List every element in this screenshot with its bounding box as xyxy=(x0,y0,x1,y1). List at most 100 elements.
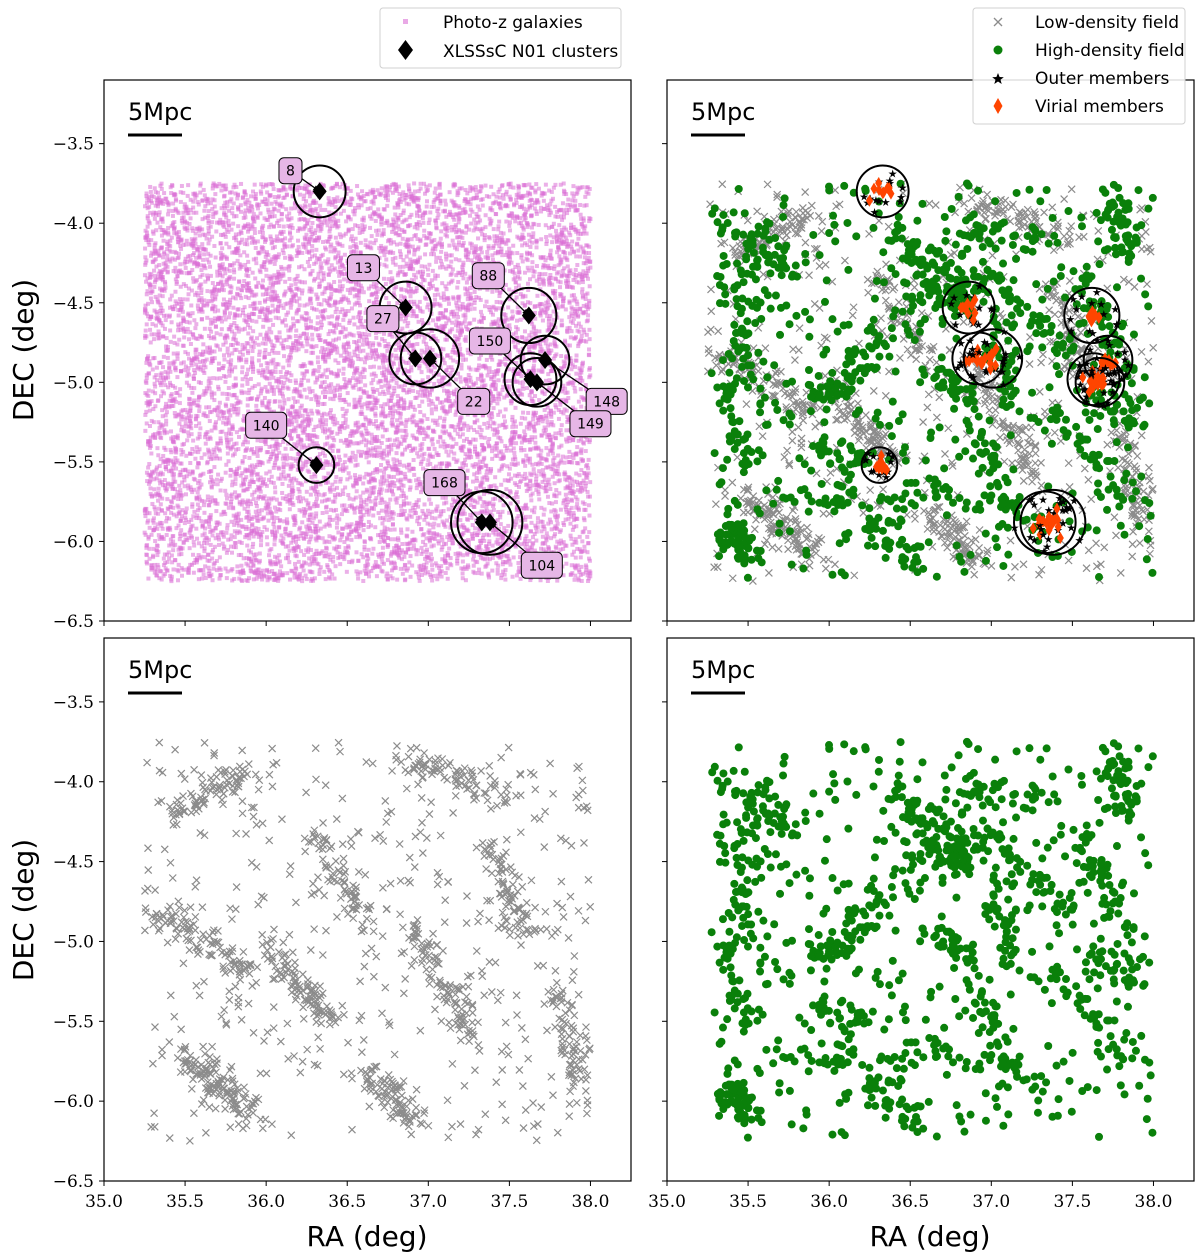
photoz-galaxy-point xyxy=(302,552,307,557)
photoz-galaxy-point xyxy=(552,267,557,272)
photoz-galaxy-point xyxy=(373,406,378,411)
photoz-galaxy-point xyxy=(296,536,301,541)
photoz-galaxy-point xyxy=(417,578,422,583)
photoz-galaxy-point xyxy=(392,484,397,489)
photoz-galaxy-point xyxy=(549,520,554,525)
photoz-galaxy-point xyxy=(144,409,149,414)
photoz-galaxy-point xyxy=(576,248,581,253)
photoz-galaxy-point xyxy=(203,349,208,354)
photoz-galaxy-point xyxy=(273,447,278,452)
photoz-galaxy-point xyxy=(570,452,575,457)
photoz-galaxy-point xyxy=(330,345,335,350)
photoz-galaxy-point xyxy=(190,226,195,231)
photoz-galaxy-point xyxy=(571,272,576,277)
photoz-galaxy-point xyxy=(183,407,188,412)
photoz-galaxy-point xyxy=(434,255,439,260)
photoz-galaxy-point xyxy=(564,273,569,278)
photoz-galaxy-point xyxy=(399,384,404,389)
photoz-galaxy-point xyxy=(287,507,292,512)
photoz-galaxy-point xyxy=(331,555,336,560)
photoz-galaxy-point xyxy=(251,366,256,371)
photoz-galaxy-point xyxy=(524,193,529,198)
photoz-galaxy-point xyxy=(468,285,473,290)
photoz-galaxy-point xyxy=(549,509,554,514)
photoz-galaxy-point xyxy=(158,376,163,381)
photoz-galaxy-point xyxy=(563,307,568,312)
photoz-galaxy-point xyxy=(515,541,520,546)
photoz-galaxy-point xyxy=(460,559,465,564)
photoz-galaxy-point xyxy=(558,402,563,407)
photoz-galaxy-point xyxy=(355,572,360,577)
photoz-galaxy-point xyxy=(574,279,579,284)
photoz-galaxy-point xyxy=(243,526,248,531)
photoz-galaxy-point xyxy=(553,296,558,301)
photoz-galaxy-point xyxy=(267,310,272,315)
photoz-galaxy-point xyxy=(545,305,550,310)
photoz-galaxy-point xyxy=(197,506,202,511)
photoz-galaxy-point xyxy=(474,511,479,516)
photoz-galaxy-point xyxy=(551,235,556,240)
photoz-galaxy-point xyxy=(162,191,167,196)
photoz-galaxy-point xyxy=(290,485,295,490)
photoz-galaxy-point xyxy=(197,431,202,436)
photoz-galaxy-point xyxy=(571,316,576,321)
photoz-galaxy-point xyxy=(379,440,384,445)
photoz-galaxy-point xyxy=(425,416,430,421)
photoz-galaxy-point xyxy=(301,332,306,337)
photoz-galaxy-point xyxy=(217,537,222,542)
photoz-galaxy-point xyxy=(369,490,374,495)
photoz-galaxy-point xyxy=(404,445,409,450)
photoz-galaxy-point xyxy=(481,445,486,450)
photoz-galaxy-point xyxy=(555,578,560,583)
photoz-galaxy-point xyxy=(403,367,408,372)
photoz-galaxy-point xyxy=(569,247,574,252)
photoz-galaxy-point xyxy=(399,482,404,487)
photoz-galaxy-point xyxy=(552,264,557,269)
photoz-galaxy-point xyxy=(306,378,311,383)
photoz-galaxy-point xyxy=(163,572,168,577)
photoz-galaxy-point xyxy=(422,181,427,186)
photoz-galaxy-point xyxy=(456,337,461,342)
photoz-galaxy-point xyxy=(437,533,442,538)
photoz-galaxy-point xyxy=(504,542,509,547)
photoz-galaxy-point xyxy=(398,317,403,322)
photoz-galaxy-point xyxy=(186,535,191,540)
photoz-galaxy-point xyxy=(174,279,179,284)
photoz-galaxy-point xyxy=(385,348,390,353)
photoz-galaxy-point xyxy=(299,466,304,471)
photoz-galaxy-point xyxy=(539,461,544,466)
photoz-galaxy-point xyxy=(147,271,152,276)
photoz-galaxy-point xyxy=(397,361,402,366)
photoz-galaxy-point xyxy=(432,204,437,209)
photoz-galaxy-point xyxy=(183,256,188,261)
photoz-galaxy-point xyxy=(581,216,586,221)
photoz-galaxy-point xyxy=(259,191,264,196)
photoz-galaxy-point xyxy=(214,229,219,234)
photoz-galaxy-point xyxy=(448,391,453,396)
photoz-galaxy-point xyxy=(372,436,377,441)
photoz-galaxy-point xyxy=(534,477,539,482)
photoz-galaxy-point xyxy=(441,347,446,352)
photoz-galaxy-point xyxy=(392,205,397,210)
photoz-galaxy-point xyxy=(289,235,294,240)
photoz-galaxy-point xyxy=(239,296,244,301)
photoz-galaxy-point xyxy=(559,389,564,394)
photoz-galaxy-point xyxy=(446,365,451,370)
photoz-galaxy-point xyxy=(227,311,232,316)
photoz-galaxy-point xyxy=(259,538,264,543)
photoz-galaxy-point xyxy=(550,474,555,479)
photoz-galaxy-point xyxy=(540,534,545,539)
photoz-galaxy-point xyxy=(503,577,508,582)
photoz-galaxy-point xyxy=(411,419,416,424)
photoz-galaxy-point xyxy=(479,313,484,318)
photoz-galaxy-point xyxy=(427,236,432,241)
photoz-galaxy-point xyxy=(582,518,587,523)
photoz-galaxy-point xyxy=(504,189,509,194)
photoz-galaxy-point xyxy=(167,361,172,366)
photoz-galaxy-point xyxy=(179,573,184,578)
photoz-galaxy-point xyxy=(571,184,576,189)
photoz-galaxy-point xyxy=(281,469,286,474)
photoz-galaxy-point xyxy=(297,335,302,340)
photoz-galaxy-point xyxy=(540,365,545,370)
photoz-galaxy-point xyxy=(441,509,446,514)
